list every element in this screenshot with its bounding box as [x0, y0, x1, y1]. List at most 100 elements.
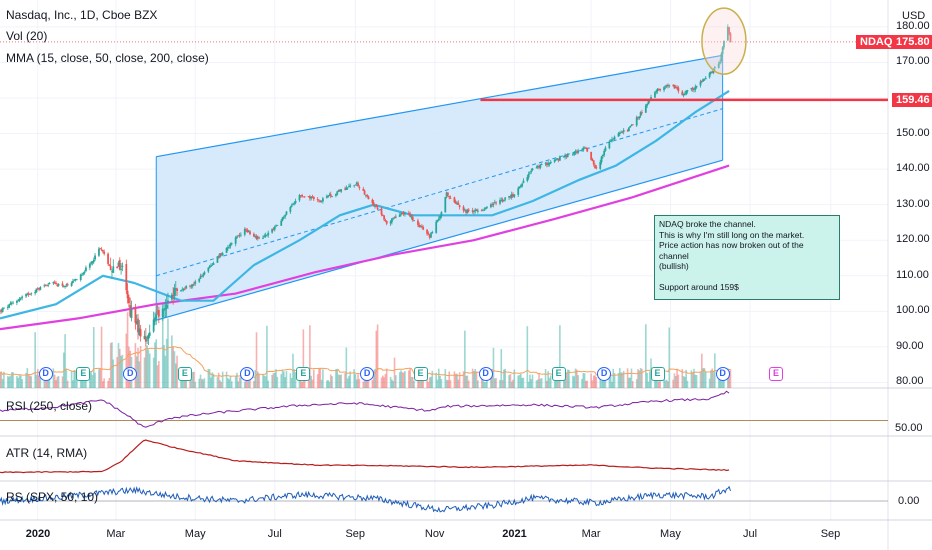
volume-bar: [148, 353, 151, 388]
volume-bar: [66, 380, 69, 388]
volume-bar: [490, 376, 492, 388]
dividend-marker[interactable]: D: [715, 367, 730, 381]
volume-bar: [493, 378, 496, 388]
volume-bar: [247, 380, 250, 388]
volume-bar: [491, 368, 493, 388]
volume-legend[interactable]: Vol (20): [6, 29, 48, 43]
dividend-marker[interactable]: D: [597, 367, 612, 381]
dividend-marker[interactable]: D: [38, 367, 53, 381]
candle-body: [234, 237, 237, 244]
volume-bar: [254, 370, 257, 388]
candle-body: [172, 295, 175, 297]
candle-body: [641, 112, 643, 114]
symbol-legend[interactable]: Nasdaq, Inc., 1D, Cboe BZX: [6, 8, 158, 22]
candle-body: [393, 217, 396, 219]
earnings-marker[interactable]: E: [551, 367, 566, 381]
candle-body: [402, 212, 405, 215]
volume-bar: [199, 374, 202, 388]
volume-bar: [577, 375, 579, 388]
earnings-marker[interactable]: E: [650, 367, 665, 381]
volume-bar: [628, 377, 630, 388]
volume-bar: [694, 374, 697, 388]
volume-bar: [375, 330, 378, 388]
candle-body: [200, 276, 203, 277]
volume-bar: [230, 381, 233, 388]
volume-bar: [167, 318, 169, 388]
candle-body: [73, 279, 76, 281]
volume-bar: [34, 332, 36, 388]
candle-body: [449, 197, 452, 199]
candle-body: [385, 221, 388, 224]
volume-bar: [495, 378, 497, 388]
candle-body: [411, 216, 414, 221]
volume-bar: [316, 374, 319, 388]
candle-body: [501, 199, 504, 202]
candle-body: [719, 61, 721, 64]
volume-bar: [320, 379, 323, 388]
earnings-marker[interactable]: E: [177, 367, 192, 381]
volume-bar: [362, 381, 365, 388]
candle-body: [521, 183, 524, 187]
volume-bar: [116, 357, 118, 388]
volume-bar: [7, 376, 9, 388]
candle-body: [189, 285, 191, 287]
candle-body: [181, 289, 184, 290]
volume-bar: [535, 380, 538, 388]
earnings-marker[interactable]: E: [769, 367, 784, 381]
candle-body: [673, 84, 676, 89]
price-tick-label: 80.00: [896, 375, 924, 388]
earnings-marker[interactable]: E: [296, 367, 311, 381]
candle-body: [627, 127, 630, 132]
dividend-marker[interactable]: D: [360, 367, 375, 381]
candle-body: [656, 89, 659, 92]
candle-body: [165, 304, 168, 309]
mma-legend[interactable]: MMA (15, close, 50, close, 200, close): [6, 51, 209, 65]
atr-pane-label[interactable]: ATR (14, RMA): [6, 446, 88, 460]
volume-bar: [592, 375, 595, 388]
rsi-pane-label[interactable]: RSI (250, close): [6, 399, 93, 413]
volume-bar: [631, 381, 634, 388]
candle-body: [101, 250, 104, 252]
volume-bar: [73, 369, 76, 388]
volume-bar: [371, 380, 374, 388]
volume-bar: [544, 369, 547, 388]
candle-body: [720, 53, 723, 62]
volume-bar: [266, 325, 268, 388]
candle-body: [88, 263, 91, 268]
dividend-marker[interactable]: D: [240, 367, 255, 381]
earnings-marker[interactable]: E: [413, 367, 428, 381]
candle-body: [581, 149, 583, 151]
candle-body: [349, 185, 352, 187]
rs-pane-label[interactable]: RS (SPX, 50, 10): [6, 490, 99, 504]
volume-bar: [57, 375, 60, 388]
candle-body: [219, 253, 221, 257]
candle-body: [47, 284, 50, 286]
dividend-marker[interactable]: D: [478, 367, 493, 381]
volume-bar: [90, 371, 92, 388]
earnings-marker[interactable]: E: [76, 367, 91, 381]
candle-body: [553, 159, 556, 162]
volume-bar: [202, 379, 204, 388]
volume-bar: [357, 374, 359, 388]
volume-bar: [344, 373, 346, 388]
candle-body: [327, 195, 330, 197]
volume-bar: [27, 373, 30, 388]
annotation-note[interactable]: NDAQ broke the channel. This is why I'm …: [654, 215, 840, 300]
volume-bar: [536, 379, 539, 388]
candle-body: [700, 80, 703, 82]
dividend-marker[interactable]: D: [123, 367, 138, 381]
candle-body: [363, 190, 366, 195]
volume-bar: [46, 380, 48, 388]
volume-bar: [612, 368, 615, 388]
volume-bar: [72, 380, 74, 388]
candle-body: [717, 63, 720, 68]
candle-body: [676, 87, 678, 89]
candle-body: [108, 264, 111, 266]
volume-bar: [267, 380, 270, 388]
volume-bar: [564, 373, 566, 388]
volume-bar: [499, 379, 501, 388]
volume-bar: [276, 376, 279, 388]
candle-body: [99, 248, 102, 250]
candle-body: [458, 205, 461, 208]
